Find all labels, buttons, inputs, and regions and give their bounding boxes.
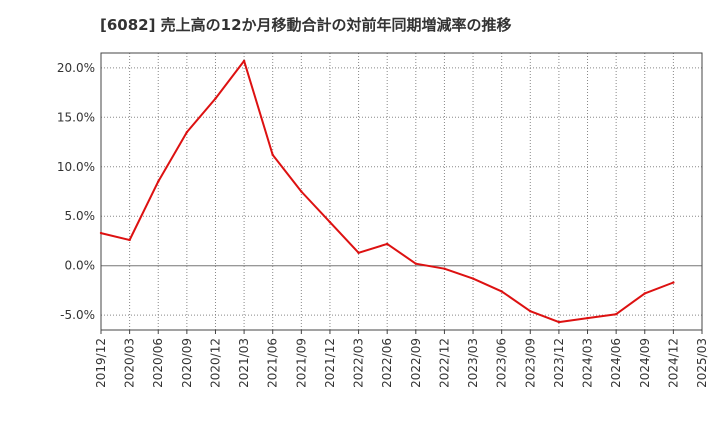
- x-tick-label: 2024/03: [581, 338, 595, 388]
- plot-border: [100, 52, 703, 331]
- x-tick-label: 2022/12: [437, 338, 451, 388]
- data-point: [500, 290, 503, 293]
- data-point: [672, 281, 675, 284]
- x-tick-label: 2020/09: [180, 338, 194, 388]
- data-point: [271, 153, 274, 157]
- data-point: [385, 242, 389, 246]
- data-point: [471, 277, 475, 280]
- x-tick-label: 2021/03: [237, 338, 251, 388]
- data-point: [157, 180, 160, 183]
- x-tick-label: 2021/06: [266, 338, 280, 388]
- x-tick-label: 2023/03: [466, 338, 480, 388]
- x-tick-label: 2024/09: [638, 338, 652, 388]
- data-point: [185, 130, 189, 134]
- plot-area: [101, 53, 702, 330]
- data-point: [414, 262, 418, 265]
- x-tick-label: 2024/12: [666, 338, 680, 388]
- data-point: [443, 267, 446, 270]
- y-tick-label: 15.0%: [57, 110, 95, 124]
- x-tick-label: 2022/03: [352, 338, 366, 388]
- y-tick-label: 10.0%: [57, 160, 95, 174]
- y-tick-label: 20.0%: [57, 61, 95, 75]
- x-tick-label: 2025/03: [695, 338, 709, 388]
- data-point: [586, 316, 589, 320]
- data-point: [614, 312, 618, 316]
- x-tick-label: 2022/06: [380, 338, 394, 388]
- data-point: [99, 231, 103, 235]
- x-tick-label: 2021/12: [323, 338, 337, 388]
- data-point: [557, 320, 561, 324]
- x-tick-label: 2023/12: [552, 338, 566, 388]
- y-tick-label: 5.0%: [65, 209, 96, 223]
- x-tick-label: 2019/12: [94, 338, 108, 388]
- x-tick-label: 2022/09: [409, 338, 423, 388]
- x-tick-label: 2023/06: [495, 338, 509, 388]
- y-tick-label: 0.0%: [65, 259, 96, 273]
- data-point: [128, 238, 131, 242]
- x-tick-label: 2023/09: [523, 338, 537, 388]
- x-tick-label: 2020/06: [151, 338, 165, 388]
- data-point: [242, 59, 246, 63]
- data-point: [214, 97, 217, 100]
- data-point: [529, 310, 532, 313]
- x-tick-label: 2020/12: [208, 338, 222, 388]
- data-point: [357, 251, 360, 255]
- data-point: [300, 190, 303, 193]
- x-tick-label: 2021/09: [294, 338, 308, 388]
- x-tick-label: 2024/06: [609, 338, 623, 388]
- chart-title: [6082] 売上高の12か月移動合計の対前年同期増減率の推移: [100, 16, 512, 34]
- data-point: [328, 220, 332, 224]
- y-tick-label: -5.0%: [60, 308, 95, 322]
- data-point: [643, 292, 646, 295]
- x-tick-label: 2020/03: [123, 338, 137, 388]
